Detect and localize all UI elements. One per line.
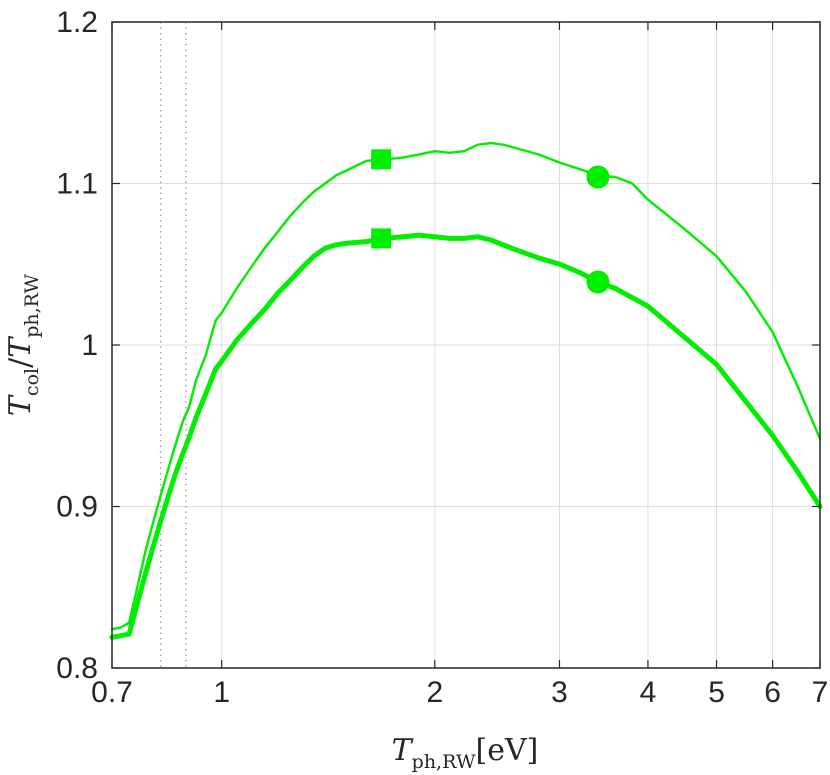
series-line-thin: [110, 141, 822, 631]
x-tick-label: 4: [640, 676, 657, 709]
y-tick-label: 1.1: [56, 168, 98, 201]
y-tick-labels: 0.8 0.9 1 1.1 1.2: [56, 6, 98, 685]
x-tick-label: 0.7: [91, 676, 133, 709]
x-tick-label: 1: [213, 676, 230, 709]
x-tick-labels: 0.7 1 2 3 4 5 6 7: [91, 676, 828, 709]
y-tick-label: 1.2: [56, 6, 98, 39]
y-tick-label: 0.9: [56, 491, 98, 524]
x-axis-label-symbol: T: [392, 733, 414, 768]
x-tick-label: 2: [426, 676, 443, 709]
square-marker: [371, 149, 392, 170]
x-tick-label: 7: [812, 676, 829, 709]
x-tick-label: 5: [708, 676, 725, 709]
ticks: [111, 21, 821, 669]
y-axis-label-num-subscript: col: [21, 368, 43, 396]
circle-marker: [586, 270, 610, 294]
square-marker: [371, 228, 392, 249]
y-axis-label-den-subscript: ph,RW: [21, 273, 43, 337]
x-axis-label-unit: [eV]: [476, 733, 539, 768]
x-axis-label: Tph,RW[eV]: [392, 733, 539, 773]
y-tick-label: 1: [81, 329, 98, 362]
y-tick-label: 0.8: [56, 652, 98, 685]
y-axis-label-num-symbol: T: [3, 394, 38, 416]
x-axis-label-subscript: ph,RW: [412, 751, 476, 773]
y-axis-label-separator: /: [3, 357, 38, 368]
circle-marker: [586, 165, 610, 189]
y-axis-label-den-symbol: T: [3, 336, 38, 358]
markers-group: [371, 149, 610, 294]
x-tick-label: 3: [551, 676, 568, 709]
y-axis-label: Tcol/Tph,RW: [3, 273, 43, 416]
x-tick-label: 6: [764, 676, 781, 709]
